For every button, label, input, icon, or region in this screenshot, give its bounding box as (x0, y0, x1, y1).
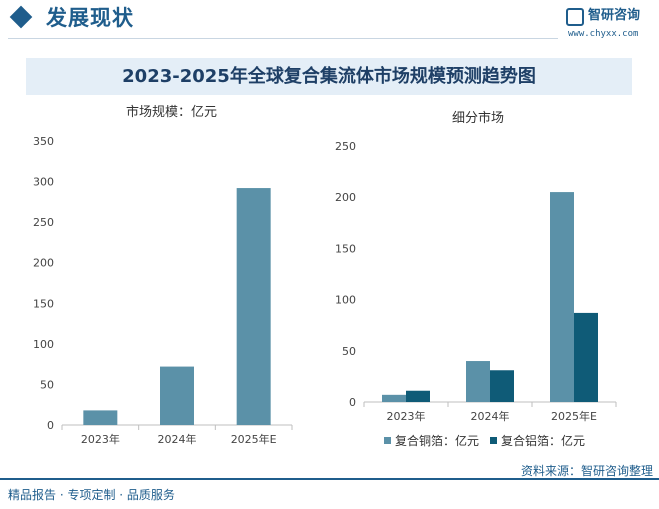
right-chart-bar-s0-0 (382, 394, 406, 402)
left-chart-bar-0 (83, 410, 118, 425)
left-chart-bar-1 (160, 366, 194, 425)
right-chart-xtick-1: 2024年 (471, 409, 510, 423)
brand-logo: 智研咨询 www.chyxx.com (566, 6, 656, 40)
chart-title-banner: 2023-2025年全球复合集流体市场规模预测趋势图 (26, 58, 632, 95)
page-header: 发展现状 (0, 0, 659, 40)
logo-icon (566, 8, 584, 26)
section-title: 发展现状 (46, 6, 134, 30)
logo-name: 智研咨询 (588, 8, 641, 23)
left-chart-xtick-2: 2025年E (231, 432, 277, 446)
left-chart-ytick-4: 200 (33, 257, 54, 270)
right-chart-ytick-2: 100 (335, 294, 356, 307)
legend-swatch-copper (384, 437, 391, 444)
legend-item-copper: 复合铜箔：亿元 (384, 433, 479, 449)
legend-item-aluminum: 复合铝箔：亿元 (490, 433, 585, 449)
left-chart-ytick-1: 50 (40, 378, 54, 391)
right-chart-bar-s1-0 (406, 390, 430, 402)
right-chart-ytick-1: 50 (342, 345, 356, 358)
header-divider (8, 38, 558, 39)
right-chart-unit-label: 细分市场 (452, 111, 505, 126)
left-chart-ytick-2: 100 (33, 338, 54, 351)
right-chart-bar-s1-2 (574, 312, 598, 402)
right-chart-ytick-0: 0 (349, 396, 356, 409)
left-chart-ytick-6: 300 (33, 176, 54, 189)
left-chart-ytick-3: 150 (33, 297, 54, 310)
right-chart-bar-s1-1 (490, 370, 514, 402)
right-chart-ytick-3: 150 (335, 242, 356, 255)
right-chart-bar-s0-1 (466, 361, 490, 402)
legend-label-aluminum: 复合铝箔：亿元 (501, 434, 586, 448)
footer-slogan: 精品报告 · 专项定制 · 品质服务 (8, 488, 175, 502)
right-chart-ytick-4: 200 (335, 191, 356, 204)
right-chart-xtick-2: 2025年E (551, 409, 597, 423)
legend-label-copper: 复合铜箔：亿元 (395, 434, 480, 448)
chart-title: 2023-2025年全球复合集流体市场规模预测趋势图 (122, 66, 536, 87)
left-chart-ytick-5: 250 (33, 216, 54, 229)
left-chart-xtick-1: 2024年 (158, 432, 197, 446)
logo-url: www.chyxx.com (568, 29, 639, 39)
right-chart-bar-s0-2 (550, 192, 574, 402)
left-chart-xtick-0: 2023年 (81, 432, 120, 446)
left-chart-unit-label: 市场规模：亿元 (126, 105, 218, 120)
right-chart-ytick-5: 250 (335, 140, 356, 153)
source-note: 资料来源：智研咨询整理 (520, 464, 653, 478)
left-chart-ytick-7: 350 (33, 135, 54, 148)
page-footer: 精品报告 · 专项定制 · 品质服务 资料来源：智研咨询整理 (0, 464, 659, 509)
right-chart-xtick-0: 2023年 (387, 409, 426, 423)
left-chart-bar-2 (236, 188, 271, 425)
left-chart-ytick-0: 0 (47, 419, 54, 432)
legend-swatch-aluminum (490, 437, 497, 444)
